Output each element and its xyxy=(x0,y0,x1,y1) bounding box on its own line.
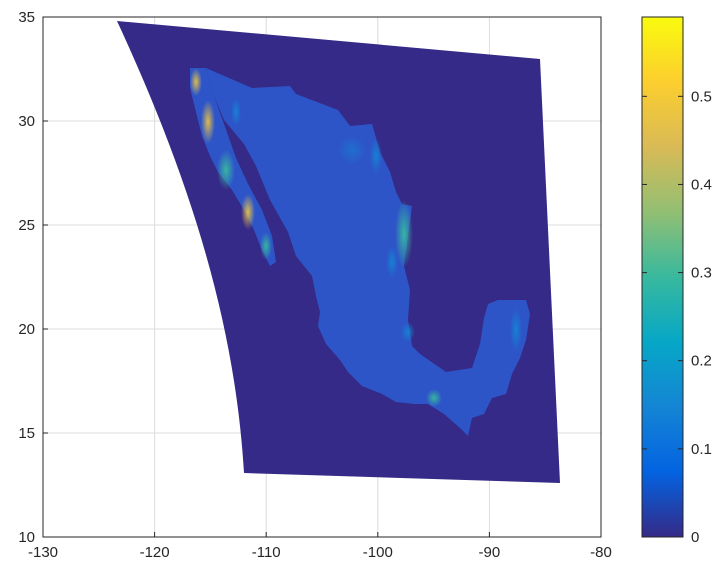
x-tick-label: -90 xyxy=(479,544,501,561)
hotspot-veracruz xyxy=(401,322,415,342)
x-tick-label: -80 xyxy=(590,544,612,561)
y-tick-label: 35 xyxy=(18,9,35,26)
hotspot-yucatan xyxy=(510,308,522,352)
colorbar-tick-label: 0.4 xyxy=(691,176,712,193)
hotspot-gulf-coast-inner xyxy=(386,246,398,278)
hotspot-baja-mid xyxy=(217,150,235,190)
y-tick-label: 20 xyxy=(18,321,35,338)
x-tick-label: -130 xyxy=(28,544,58,561)
hotspot-interior xyxy=(338,136,366,164)
y-tick-label: 25 xyxy=(18,217,35,234)
colorbar-tick-label: 0.5 xyxy=(691,88,712,105)
landmass-mexico xyxy=(206,68,530,436)
y-tick-label: 30 xyxy=(18,113,35,130)
data-layer xyxy=(117,21,560,483)
hotspot-gulf-coast xyxy=(395,200,413,268)
x-tick-label: -120 xyxy=(140,544,170,561)
colorbar-tick-label: 0.1 xyxy=(691,441,712,458)
axes-box xyxy=(42,16,602,538)
x-tick-label: -100 xyxy=(363,544,393,561)
colorbar xyxy=(641,16,684,538)
colorbar-tick-label: 0.3 xyxy=(691,265,712,282)
hotspot-baja-south xyxy=(241,194,255,230)
x-axis: -130 -120 -110 -100 -90 -80 xyxy=(28,532,612,561)
colorbar-axis: 0 0.1 0.2 0.3 0.4 0.5 xyxy=(642,88,712,546)
hotspot-baja-north xyxy=(190,68,202,96)
value-hotspots xyxy=(190,68,522,407)
colorbar-tick-label: 0.2 xyxy=(691,353,712,370)
hotspot-baja-tip xyxy=(260,232,272,260)
hotspot-chiapas xyxy=(426,389,442,407)
hotspot-baja-west xyxy=(201,100,215,144)
y-tick-label: 10 xyxy=(18,529,35,546)
y-tick-label: 15 xyxy=(18,425,35,442)
hotspot-tamaulipas xyxy=(370,138,382,174)
hotspot-sonora-coast xyxy=(231,98,241,126)
y-axis: 10 15 20 25 30 35 xyxy=(18,9,48,546)
colorbar-tick-label: 0 xyxy=(691,529,699,546)
x-tick-label: -110 xyxy=(252,544,281,561)
